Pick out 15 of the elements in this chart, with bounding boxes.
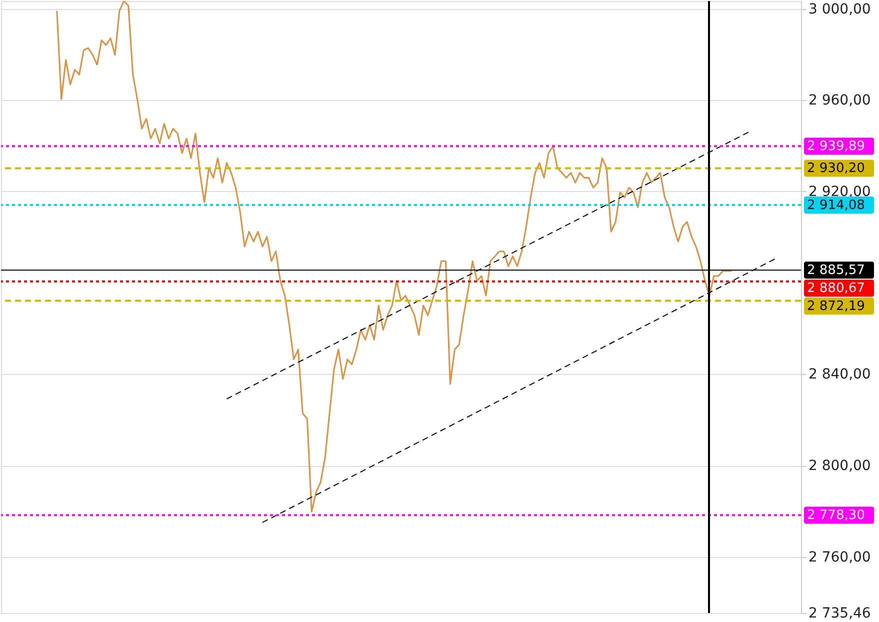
ref-line-label: 2 930,20 [807,161,865,176]
y-tick-label: 2 800,00 [808,458,871,474]
ref-line-label: 2 872,19 [807,299,865,314]
ref-line-label: 2 778,30 [807,508,865,524]
y-tick-label: 2 735,46 [808,606,871,622]
ref-line-label: 2 914,08 [807,198,865,214]
ref-line-label: 2 880,67 [807,281,865,296]
ref-line-label: 2 939,89 [807,139,865,154]
y-tick-label: 2 760,00 [808,549,871,566]
y-tick-label: 2 960,00 [808,92,871,109]
y-tick-label: 2 840,00 [808,366,871,383]
y-tick-label: 2 920,00 [808,184,871,200]
y-tick-label: 3 000,00 [808,1,871,18]
ref-line-label: 2 885,57 [807,263,865,278]
line-series [56,1,732,512]
